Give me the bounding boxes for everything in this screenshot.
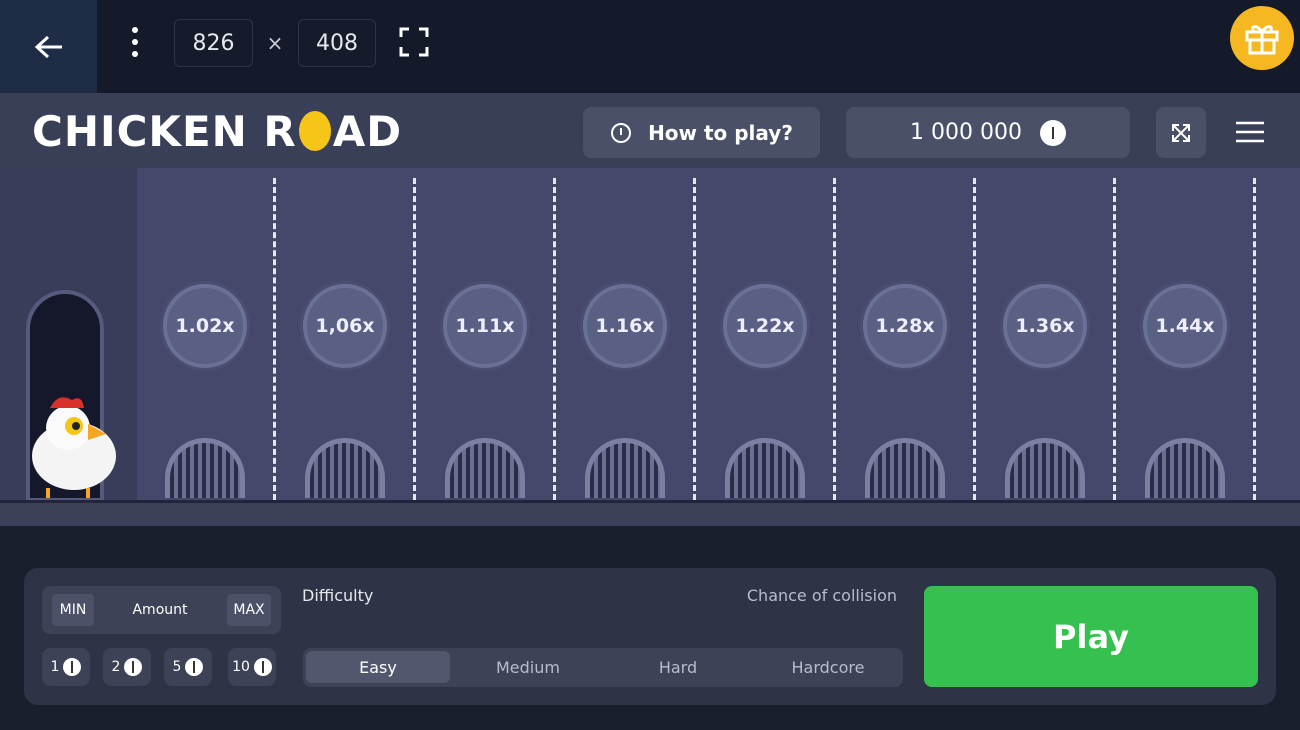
coin-icon (253, 658, 272, 676)
how-to-play-label: How to play? (648, 120, 793, 145)
balance-value: 1 000 000 (910, 120, 1022, 145)
road-edge (0, 500, 1300, 526)
lane-divider (1253, 178, 1256, 500)
sewer-grate (445, 438, 525, 498)
chip-label: 5 (172, 659, 182, 675)
chance-label: Chance of collision (746, 586, 897, 605)
play-button[interactable]: Play (924, 586, 1258, 687)
balance: 1 000 000 (846, 107, 1130, 158)
sewer-grate (1145, 438, 1225, 498)
chip-label: 10 (232, 659, 250, 675)
how-to-play-button[interactable]: How to play? (583, 107, 820, 158)
multiplier: 1.16x (583, 284, 667, 368)
sewer-grate (865, 438, 945, 498)
bet-chip[interactable]: 5 (164, 648, 212, 686)
menu-button[interactable] (1232, 112, 1268, 152)
sewer-grate (725, 438, 805, 498)
multiplier: 1.28x (863, 284, 947, 368)
min-button[interactable]: MIN (52, 594, 94, 626)
lane-divider (833, 178, 836, 500)
multiplier: 1.22x (723, 284, 807, 368)
height-input[interactable]: 408 (298, 19, 376, 67)
multiplier: 1,06x (303, 284, 387, 368)
sewer-grate (585, 438, 665, 498)
coin-icon (124, 658, 143, 676)
multiplier: 1.36x (1003, 284, 1087, 368)
difficulty-option[interactable]: Easy (306, 651, 450, 683)
difficulty-option[interactable]: Hardcore (791, 657, 865, 677)
coin-icon (63, 658, 82, 676)
bet-chip[interactable]: 1 (42, 648, 90, 686)
separator: × (266, 31, 284, 55)
bet-chip[interactable]: 10 (228, 648, 276, 686)
difficulty-label: Difficulty (302, 586, 374, 605)
more-button[interactable] (120, 22, 150, 62)
lane-divider (553, 178, 556, 500)
egg-icon (298, 111, 331, 151)
lane-divider (413, 178, 416, 500)
sewer-grate (1005, 438, 1085, 498)
sewer-grate (305, 438, 385, 498)
chip-label: 1 (50, 659, 60, 675)
expand-button[interactable] (1156, 107, 1206, 158)
gift-button[interactable] (1230, 6, 1294, 70)
logo-text: CHICKEN R (32, 106, 297, 156)
sewer-grate (165, 438, 245, 498)
amount-label[interactable]: Amount (132, 602, 188, 618)
lane-divider (693, 178, 696, 500)
difficulty-option[interactable]: Medium (496, 657, 560, 677)
lane-divider (973, 178, 976, 500)
lane-divider (1113, 178, 1116, 500)
back-button[interactable] (0, 0, 97, 93)
lane-divider (273, 178, 276, 500)
multiplier: 1.02x (163, 284, 247, 368)
multiplier: 1.11x (443, 284, 527, 368)
coin-icon (185, 658, 204, 676)
bet-chip[interactable]: 2 (103, 648, 151, 686)
logo-text: AD (332, 106, 403, 156)
fullscreen-button[interactable] (397, 25, 431, 59)
chip-label: 2 (111, 659, 121, 675)
width-input[interactable]: 826 (174, 19, 253, 67)
multiplier: 1.44x (1143, 284, 1227, 368)
chicken (32, 397, 116, 498)
difficulty-option[interactable]: Hard (658, 657, 698, 677)
logo: CHICKEN R AD (32, 106, 402, 156)
max-button[interactable]: MAX (227, 594, 271, 626)
